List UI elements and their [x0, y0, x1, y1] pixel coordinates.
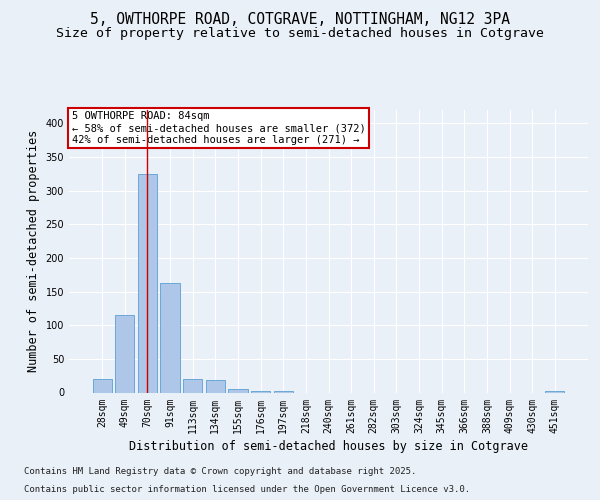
Bar	[274, 391, 293, 392]
Bar	[160, 283, 180, 393]
Text: Contains HM Land Registry data © Crown copyright and database right 2025.: Contains HM Land Registry data © Crown c…	[24, 467, 416, 476]
Text: Size of property relative to semi-detached houses in Cotgrave: Size of property relative to semi-detach…	[56, 28, 544, 40]
Text: 5, OWTHORPE ROAD, COTGRAVE, NOTTINGHAM, NG12 3PA: 5, OWTHORPE ROAD, COTGRAVE, NOTTINGHAM, …	[90, 12, 510, 28]
Y-axis label: Number of semi-detached properties: Number of semi-detached properties	[27, 130, 40, 372]
Bar	[251, 391, 270, 392]
Bar	[229, 389, 248, 392]
X-axis label: Distribution of semi-detached houses by size in Cotgrave: Distribution of semi-detached houses by …	[129, 440, 528, 452]
Text: Contains public sector information licensed under the Open Government Licence v3: Contains public sector information licen…	[24, 485, 470, 494]
Text: 5 OWTHORPE ROAD: 84sqm
← 58% of semi-detached houses are smaller (372)
42% of se: 5 OWTHORPE ROAD: 84sqm ← 58% of semi-det…	[71, 112, 365, 144]
Bar	[183, 379, 202, 392]
Bar	[92, 379, 112, 392]
Bar	[206, 380, 225, 392]
Bar	[115, 315, 134, 392]
Bar	[545, 391, 565, 392]
Bar	[138, 174, 157, 392]
